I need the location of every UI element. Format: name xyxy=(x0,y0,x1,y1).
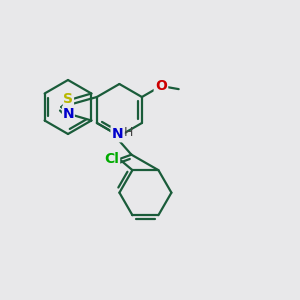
Text: S: S xyxy=(63,92,74,106)
Text: N: N xyxy=(112,127,124,141)
Text: N: N xyxy=(63,107,74,121)
Text: Cl: Cl xyxy=(104,152,119,166)
Text: O: O xyxy=(155,79,167,93)
Text: H: H xyxy=(124,127,133,140)
Text: O: O xyxy=(105,154,117,167)
